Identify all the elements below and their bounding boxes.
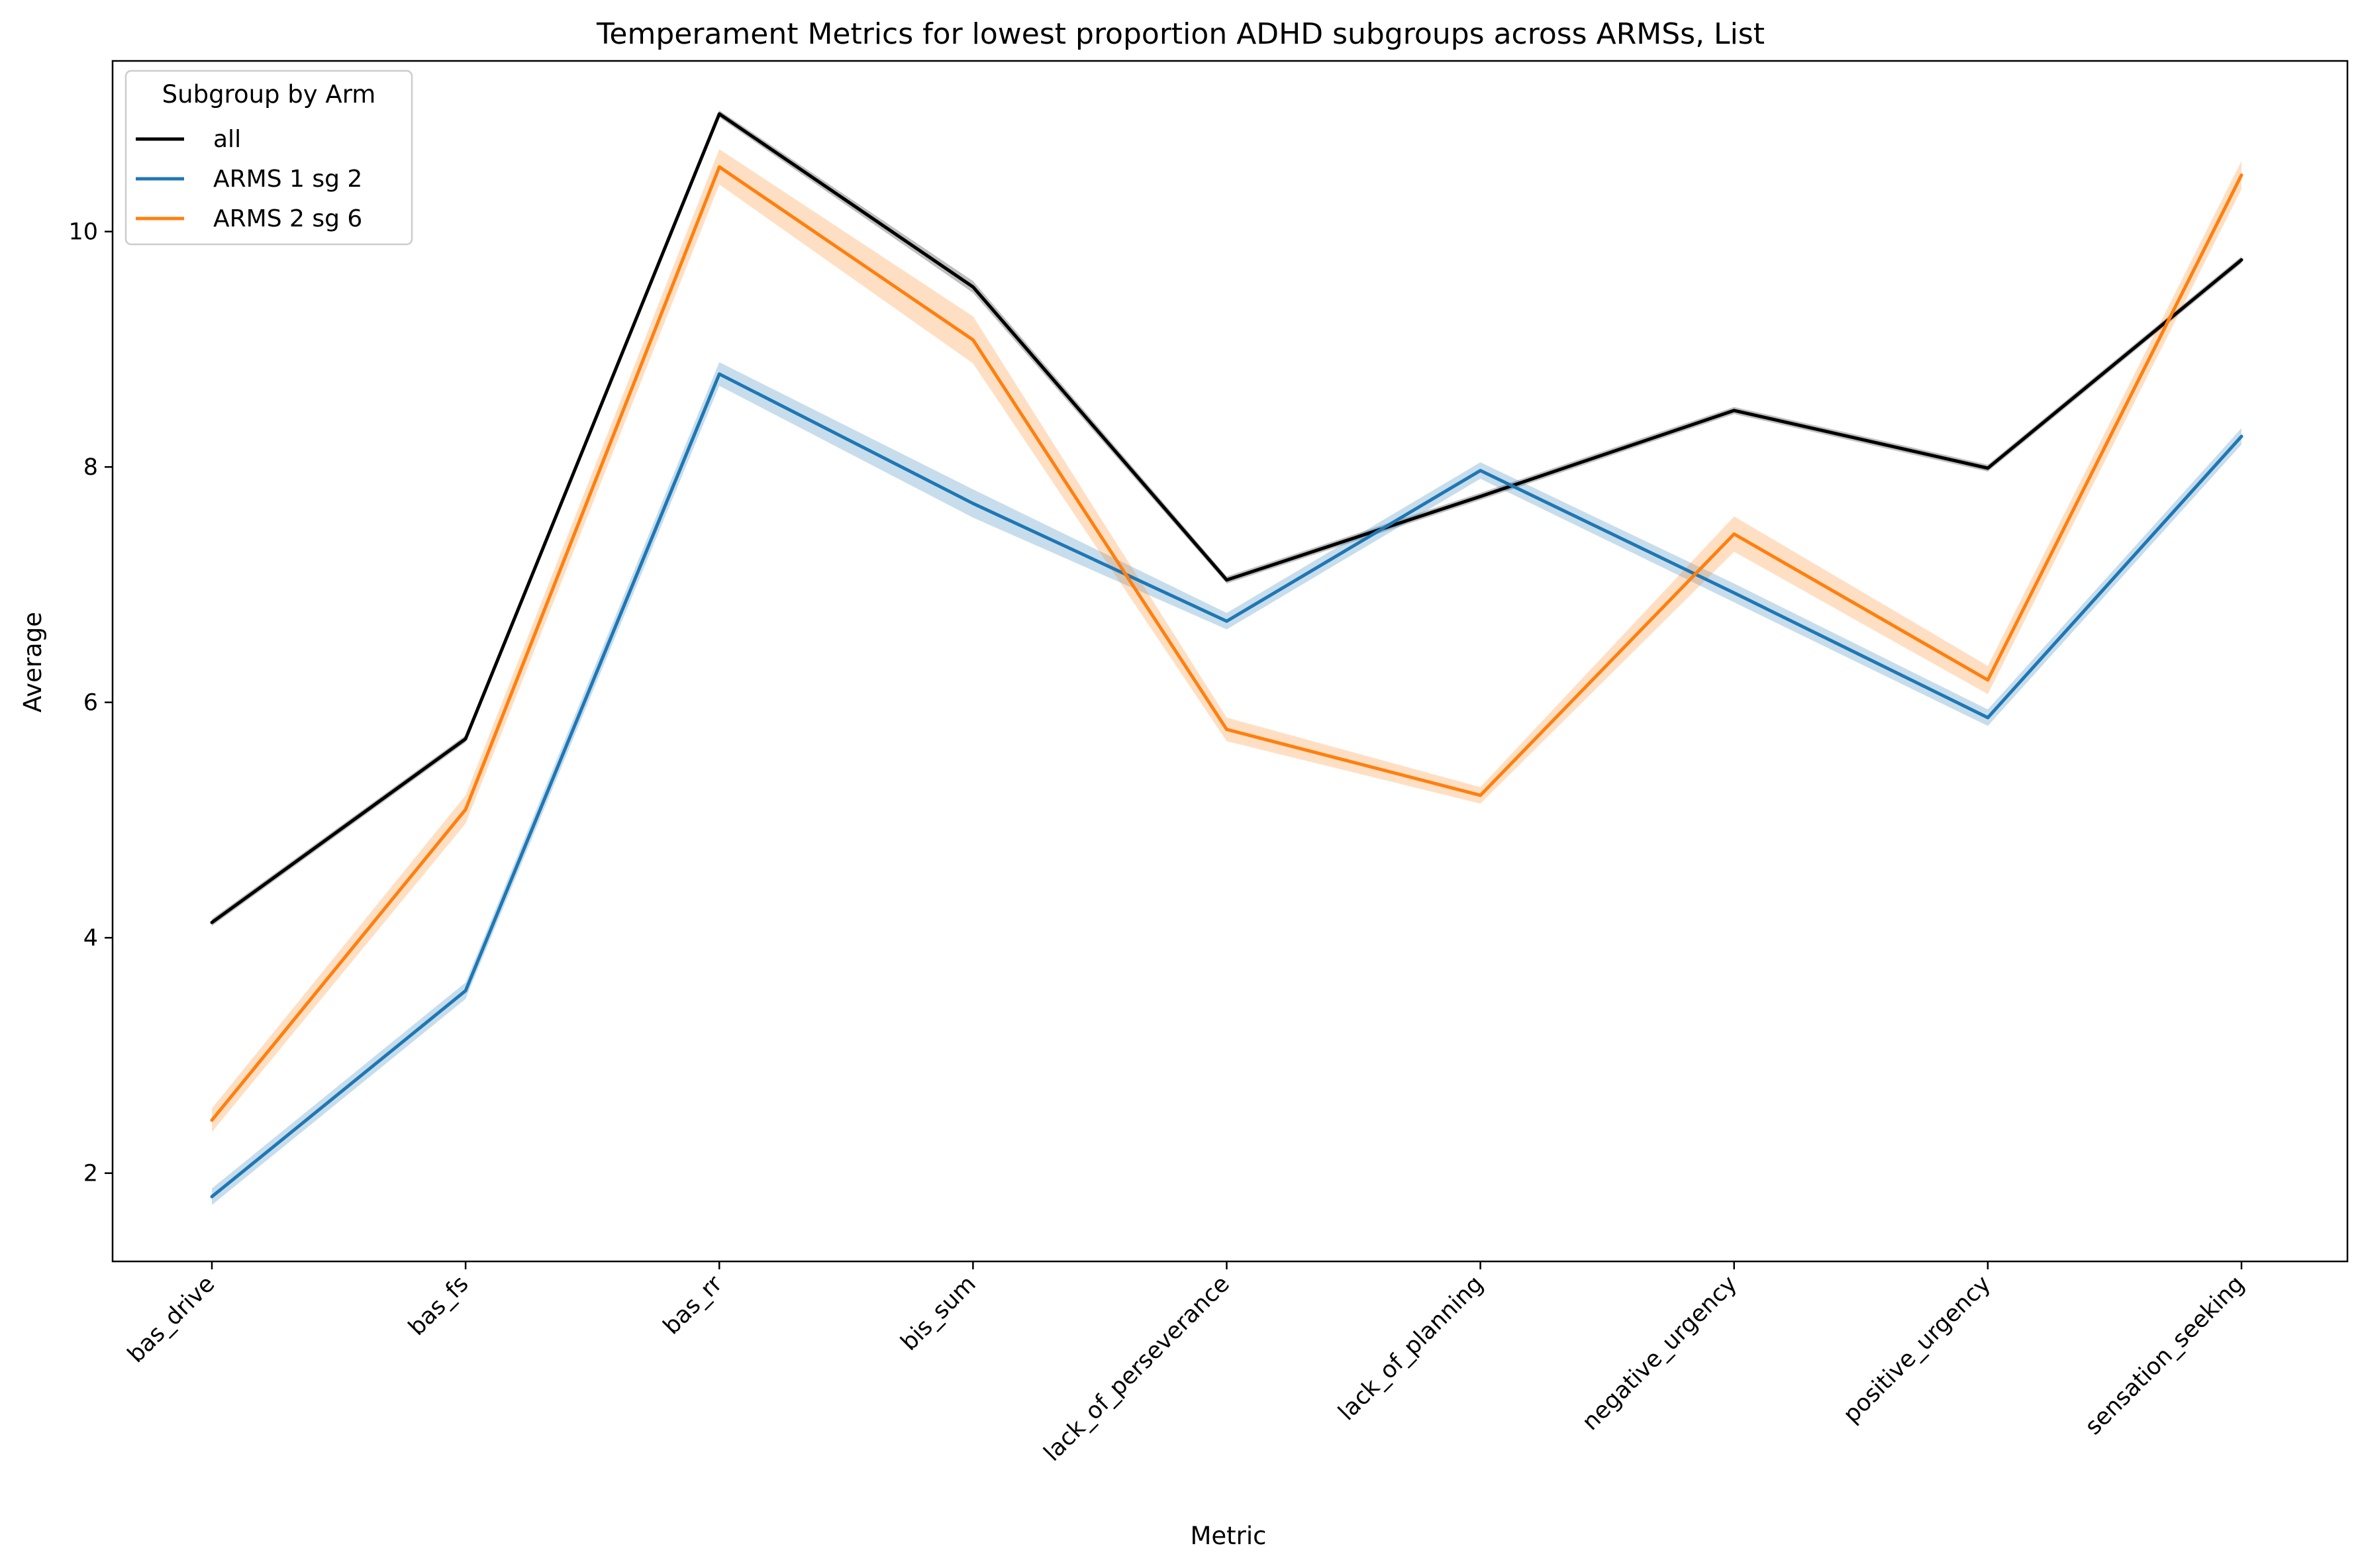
confidence-band-series-0 — [212, 110, 2241, 926]
axes: 2 4 6 8 10 bas_drive bas_fs bas_rr bis_sum lack_o… — [68, 60, 2349, 1467]
series-line-0 — [210, 112, 2243, 924]
x-tick-label: lack_of_planning — [1334, 1271, 1489, 1426]
x-axis-title: Metric — [1190, 1522, 1266, 1550]
confidence-band-series-1 — [212, 362, 2241, 1205]
x-tick-label: lack_of_perseverance — [1039, 1271, 1235, 1467]
series-line-1 — [210, 372, 2243, 1199]
x-tick-label: bas_rr — [658, 1271, 728, 1340]
y-tick-label: 2 — [83, 1161, 98, 1187]
legend-box — [124, 70, 413, 246]
x-tick-label: positive_urgency — [1838, 1271, 1996, 1428]
legend: Subgroup by Arm all ARMS 1 sg 2 ARMS 2 sg 6 — [124, 70, 413, 246]
x-tick-label: bas_drive — [123, 1271, 220, 1368]
y-tick-label: 6 — [83, 690, 98, 716]
y-tick-label: 10 — [68, 219, 98, 246]
series-lines — [210, 112, 2243, 1199]
legend-label-0: all — [213, 126, 241, 153]
x-tick-label: bas_fs — [403, 1271, 473, 1341]
x-tick-label: negative_urgency — [1577, 1271, 1742, 1436]
y-tick-label: 8 — [83, 454, 98, 481]
y-tick-label: 4 — [83, 925, 98, 952]
legend-label-1: ARMS 1 sg 2 — [213, 166, 362, 193]
legend-label-2: ARMS 2 sg 6 — [213, 205, 362, 232]
confidence-bands — [212, 110, 2241, 1205]
confidence-band-series-2 — [212, 149, 2241, 1132]
y-axis-title: Average — [19, 612, 47, 712]
x-tick-label: bis_sum — [896, 1271, 981, 1356]
legend-title: Subgroup by Arm — [162, 80, 376, 109]
series-line-2 — [210, 165, 2243, 1122]
x-tick-label: sensation_seeking — [2080, 1271, 2249, 1440]
chart-title: Temperament Metrics for lowest proportio… — [596, 17, 1765, 51]
plot-frame — [111, 60, 2349, 1263]
